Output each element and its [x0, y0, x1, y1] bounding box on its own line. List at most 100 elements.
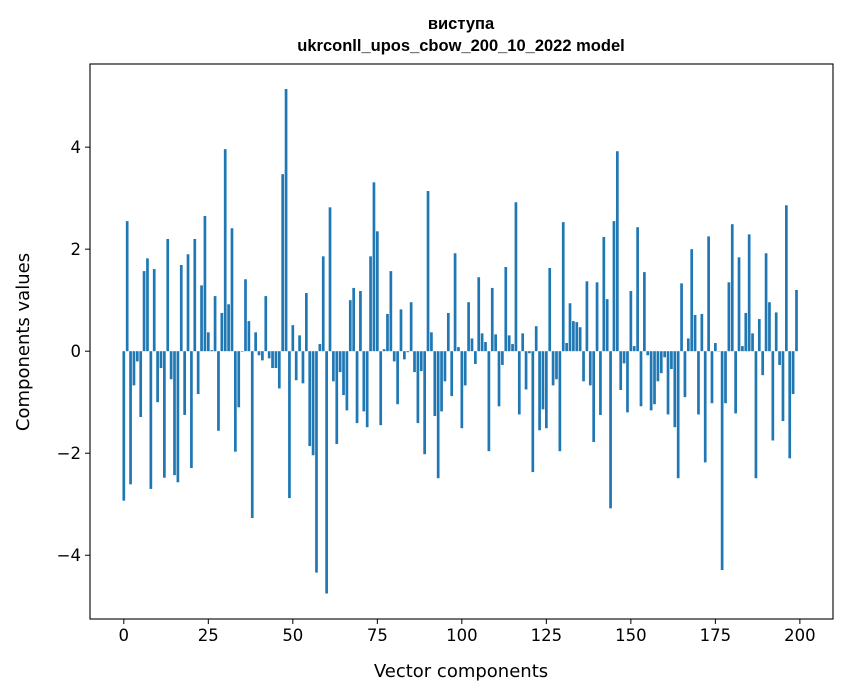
bars-group [122, 89, 797, 593]
bar-component-10 [156, 351, 159, 402]
bar-component-112 [501, 351, 504, 365]
bar-component-2 [129, 351, 132, 484]
y-tick-label: 0 [71, 342, 82, 361]
bar-component-172 [704, 351, 707, 462]
bar-component-175 [714, 343, 717, 351]
bar-component-65 [342, 351, 345, 395]
bar-component-103 [471, 338, 474, 351]
bar-component-30 [224, 149, 227, 351]
bar-component-25 [207, 332, 210, 351]
bar-component-162 [670, 351, 673, 369]
bar-component-191 [768, 302, 771, 351]
bar-component-140 [596, 282, 599, 351]
bar-component-107 [484, 342, 487, 351]
bar-component-199 [795, 290, 798, 351]
x-tick-label: 175 [700, 626, 732, 645]
bar-component-52 [298, 335, 301, 351]
bar-component-17 [180, 265, 183, 351]
bar-component-59 [322, 256, 325, 351]
bar-component-118 [521, 333, 524, 351]
bar-component-77 [383, 349, 386, 351]
bar-component-133 [572, 321, 575, 351]
bar-component-62 [332, 351, 335, 381]
bar-component-37 [248, 321, 251, 351]
bar-component-150 [630, 291, 633, 351]
bar-component-79 [389, 271, 392, 351]
bar-component-75 [376, 231, 379, 351]
bar-component-39 [254, 332, 257, 351]
bar-component-138 [589, 351, 592, 385]
bar-component-121 [531, 351, 534, 472]
bar-component-142 [602, 237, 605, 351]
bar-component-134 [575, 322, 578, 351]
bar-component-57 [315, 351, 318, 572]
bar-component-154 [643, 272, 646, 351]
bar-component-8 [149, 351, 152, 489]
bar-component-149 [626, 351, 629, 412]
bar-component-27 [214, 296, 217, 351]
bar-component-173 [707, 236, 710, 351]
bar-component-198 [792, 351, 795, 394]
bar-component-64 [339, 351, 342, 372]
bar-component-108 [488, 351, 491, 451]
x-tick-label: 75 [367, 626, 388, 645]
bar-component-171 [700, 314, 703, 351]
bar-component-105 [477, 277, 480, 351]
bar-component-132 [569, 303, 572, 351]
bar-component-157 [653, 351, 656, 404]
bar-component-41 [261, 351, 264, 360]
bar-component-76 [379, 351, 382, 425]
y-tick-label: 2 [71, 240, 82, 259]
bar-component-40 [258, 351, 261, 355]
bar-component-92 [433, 351, 436, 416]
bar-component-94 [440, 351, 443, 411]
bar-component-182 [738, 257, 741, 351]
bar-component-67 [349, 300, 352, 351]
bar-component-87 [417, 351, 420, 423]
bar-component-36 [244, 279, 247, 351]
bar-component-117 [518, 351, 521, 414]
bar-component-38 [251, 351, 254, 518]
bar-component-146 [616, 151, 619, 351]
bar-component-160 [663, 351, 666, 357]
bar-component-48 [285, 89, 288, 351]
bar-component-131 [565, 343, 568, 351]
bar-component-120 [528, 351, 531, 353]
x-tick-label: 0 [119, 626, 130, 645]
bar-component-145 [613, 221, 616, 351]
bar-component-183 [741, 346, 744, 351]
bar-component-109 [491, 288, 494, 351]
bar-component-97 [450, 351, 453, 396]
bar-component-143 [606, 299, 609, 351]
bar-component-164 [677, 351, 680, 478]
bar-component-178 [724, 351, 727, 403]
bar-component-53 [302, 351, 305, 383]
bar-component-136 [582, 351, 585, 381]
bar-component-26 [210, 350, 213, 351]
bar-component-68 [352, 288, 355, 351]
bar-component-51 [295, 351, 298, 380]
bar-component-144 [609, 351, 612, 508]
bar-component-45 [275, 351, 278, 368]
bar-component-96 [447, 313, 450, 351]
x-tick-label: 200 [784, 626, 816, 645]
bar-component-148 [623, 351, 626, 363]
bar-component-7 [146, 258, 149, 351]
bar-component-158 [657, 351, 660, 381]
bar-component-66 [346, 351, 349, 410]
bar-component-122 [535, 326, 538, 351]
bar-component-5 [139, 351, 142, 417]
bar-component-197 [788, 351, 791, 458]
bar-component-13 [166, 239, 169, 351]
chart-title-line-2: ukrconll_upos_cbow_200_10_2022 model [297, 37, 624, 55]
bar-component-159 [660, 351, 663, 373]
bar-component-90 [427, 191, 430, 351]
bar-component-141 [599, 351, 602, 415]
bar-component-129 [559, 351, 562, 451]
bar-component-20 [190, 351, 193, 468]
bar-component-29 [220, 313, 223, 351]
bar-component-181 [734, 351, 737, 413]
bar-component-169 [694, 315, 697, 351]
bar-component-170 [697, 351, 700, 414]
